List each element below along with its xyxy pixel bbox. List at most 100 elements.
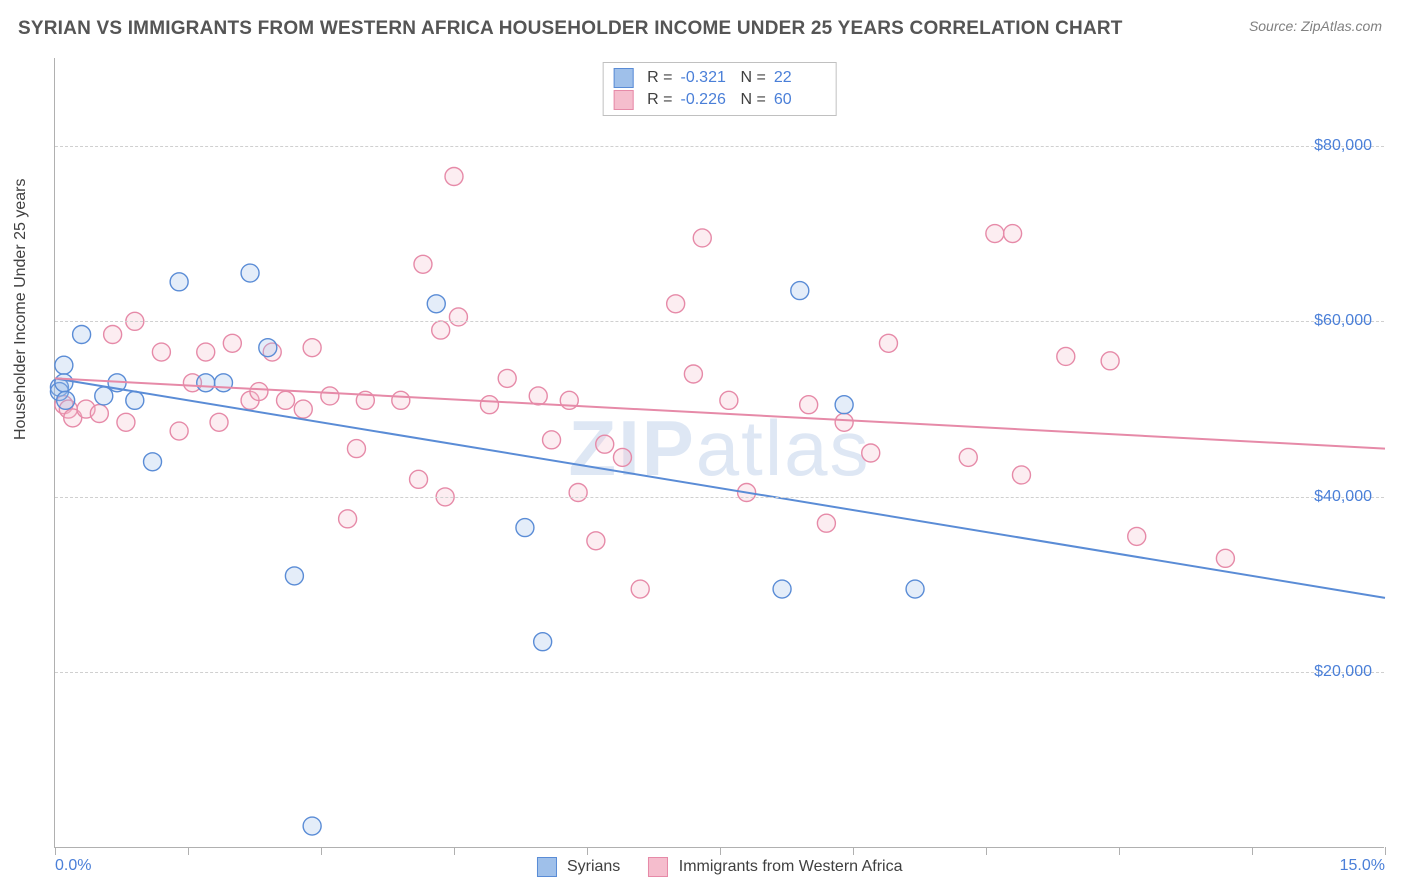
- scatter-svg: [55, 58, 1384, 847]
- legend-item-syrians: Syrians: [536, 857, 620, 877]
- data-point: [414, 255, 432, 273]
- data-point: [773, 580, 791, 598]
- data-point: [817, 514, 835, 532]
- data-point: [241, 264, 259, 282]
- data-point: [986, 225, 1004, 243]
- legend-row-syrians: R = -0.321 N = 22: [613, 67, 826, 89]
- data-point: [835, 396, 853, 414]
- legend-r-label: R =: [647, 91, 672, 109]
- data-point: [667, 295, 685, 313]
- legend-row-wafrica: R = -0.226 N = 60: [613, 89, 826, 111]
- data-point: [57, 391, 75, 409]
- data-point: [104, 326, 122, 344]
- data-point: [294, 400, 312, 418]
- data-point: [720, 391, 738, 409]
- legend-n-value-wafrica: 60: [774, 91, 826, 109]
- data-point: [879, 334, 897, 352]
- data-point: [534, 633, 552, 651]
- data-point: [392, 391, 410, 409]
- data-point: [223, 334, 241, 352]
- chart-title: SYRIAN VS IMMIGRANTS FROM WESTERN AFRICA…: [18, 18, 1123, 40]
- data-point: [170, 273, 188, 291]
- data-point: [631, 580, 649, 598]
- data-point: [250, 383, 268, 401]
- data-point: [543, 431, 561, 449]
- x-tick-label: 15.0%: [1340, 857, 1385, 875]
- data-point: [684, 365, 702, 383]
- data-point: [432, 321, 450, 339]
- data-point: [427, 295, 445, 313]
- data-point: [303, 339, 321, 357]
- header: SYRIAN VS IMMIGRANTS FROM WESTERN AFRICA…: [0, 0, 1406, 48]
- x-tick: [587, 847, 588, 855]
- x-tick: [321, 847, 322, 855]
- legend-n-label: N =: [741, 69, 766, 87]
- data-point: [569, 484, 587, 502]
- y-tick-label: $80,000: [1314, 137, 1372, 155]
- gridline: [55, 321, 1384, 322]
- data-point: [862, 444, 880, 462]
- data-point: [587, 532, 605, 550]
- y-tick-label: $20,000: [1314, 663, 1372, 681]
- data-point: [117, 413, 135, 431]
- gridline: [55, 146, 1384, 147]
- data-point: [170, 422, 188, 440]
- legend-swatch-wafrica: [613, 90, 633, 110]
- y-tick-label: $60,000: [1314, 312, 1372, 330]
- x-tick: [1385, 847, 1386, 855]
- chart-plot-area: ZIPatlas R = -0.321 N = 22 R = -0.226 N …: [54, 58, 1384, 848]
- data-point: [210, 413, 228, 431]
- data-point: [959, 448, 977, 466]
- source-label: Source: ZipAtlas.com: [1249, 18, 1382, 34]
- legend-item-wafrica: Immigrants from Western Africa: [648, 857, 902, 877]
- data-point: [73, 326, 91, 344]
- legend-r-value-syrians: -0.321: [681, 69, 733, 87]
- data-point: [693, 229, 711, 247]
- data-point: [197, 374, 215, 392]
- legend-r-label: R =: [647, 69, 672, 87]
- legend-n-value-syrians: 22: [774, 69, 826, 87]
- data-point: [144, 453, 162, 471]
- data-point: [90, 405, 108, 423]
- data-point: [1012, 466, 1030, 484]
- data-point: [152, 343, 170, 361]
- legend-r-value-wafrica: -0.226: [681, 91, 733, 109]
- x-tick: [188, 847, 189, 855]
- data-point: [498, 369, 516, 387]
- data-point: [197, 343, 215, 361]
- data-point: [613, 448, 631, 466]
- correlation-legend: R = -0.321 N = 22 R = -0.226 N = 60: [602, 62, 837, 116]
- data-point: [1057, 347, 1075, 365]
- data-point: [1216, 549, 1234, 567]
- data-point: [214, 374, 232, 392]
- legend-label-syrians: Syrians: [567, 858, 620, 875]
- data-point: [126, 391, 144, 409]
- x-tick-label: 0.0%: [55, 857, 91, 875]
- legend-swatch-syrians: [536, 857, 556, 877]
- data-point: [321, 387, 339, 405]
- data-point: [410, 470, 428, 488]
- data-point: [303, 817, 321, 835]
- data-point: [480, 396, 498, 414]
- data-point: [1128, 527, 1146, 545]
- legend-swatch-wafrica: [648, 857, 668, 877]
- data-point: [277, 391, 295, 409]
- data-point: [445, 168, 463, 186]
- legend-label-wafrica: Immigrants from Western Africa: [679, 858, 903, 875]
- data-point: [339, 510, 357, 528]
- x-tick: [454, 847, 455, 855]
- data-point: [55, 374, 73, 392]
- data-point: [95, 387, 113, 405]
- x-tick: [986, 847, 987, 855]
- x-tick: [853, 847, 854, 855]
- data-point: [596, 435, 614, 453]
- data-point: [55, 356, 73, 374]
- legend-swatch-syrians: [613, 68, 633, 88]
- x-tick: [1252, 847, 1253, 855]
- data-point: [791, 282, 809, 300]
- data-point: [529, 387, 547, 405]
- trend-line: [55, 378, 1385, 597]
- x-tick: [55, 847, 56, 855]
- data-point: [516, 519, 534, 537]
- data-point: [259, 339, 277, 357]
